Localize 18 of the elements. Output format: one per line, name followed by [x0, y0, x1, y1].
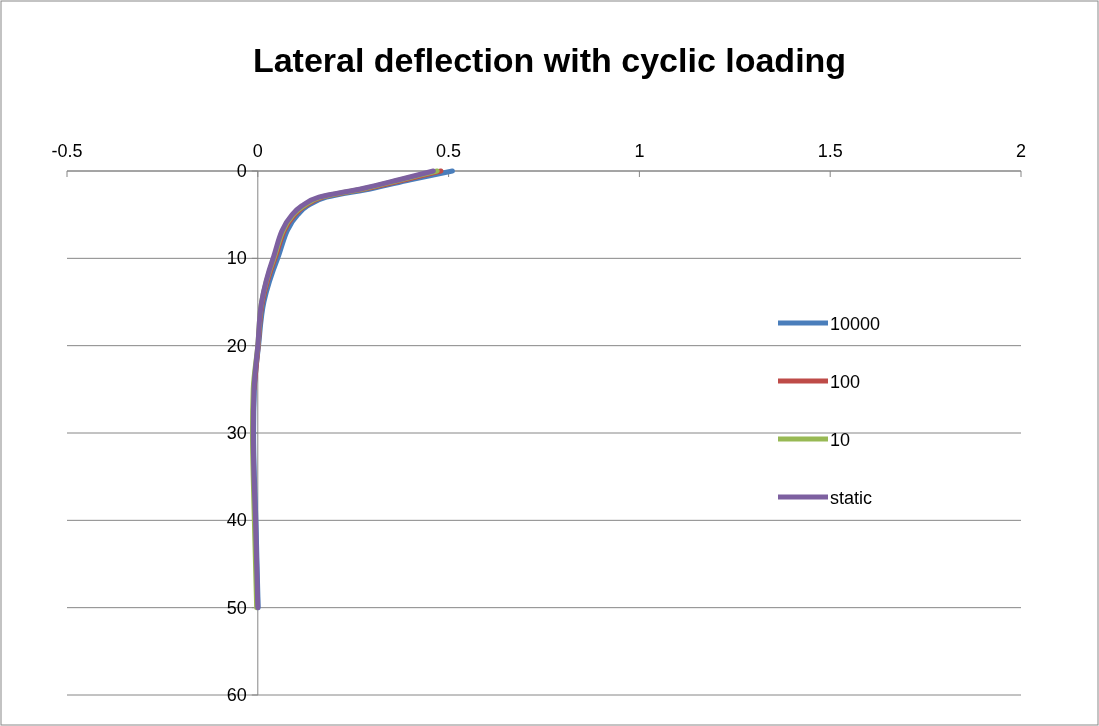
- y-tick-label: 20: [226, 335, 247, 356]
- y-tick-label: 0: [236, 161, 247, 181]
- y-tick-label: 60: [226, 685, 247, 705]
- y-tick-label: 30: [226, 423, 247, 443]
- x-tick-label: 1.5: [817, 141, 843, 161]
- legend-label: static: [830, 488, 873, 508]
- legend-label: 10000: [830, 314, 881, 334]
- chart-title: Lateral deflection with cyclic loading: [252, 41, 847, 79]
- x-tick-label: 1: [634, 141, 645, 161]
- x-tick-label: -0.5: [51, 141, 83, 161]
- y-tick-label: 40: [226, 510, 247, 531]
- y-tick-label: 50: [226, 597, 247, 618]
- x-tick-label: 2: [1015, 141, 1027, 161]
- legend-label: 100: [830, 372, 861, 392]
- x-tick-label: 0: [252, 141, 263, 161]
- y-tick-label: 10: [226, 248, 247, 269]
- legend-label: 10: [830, 430, 851, 450]
- x-tick-label: 0.5: [436, 141, 462, 161]
